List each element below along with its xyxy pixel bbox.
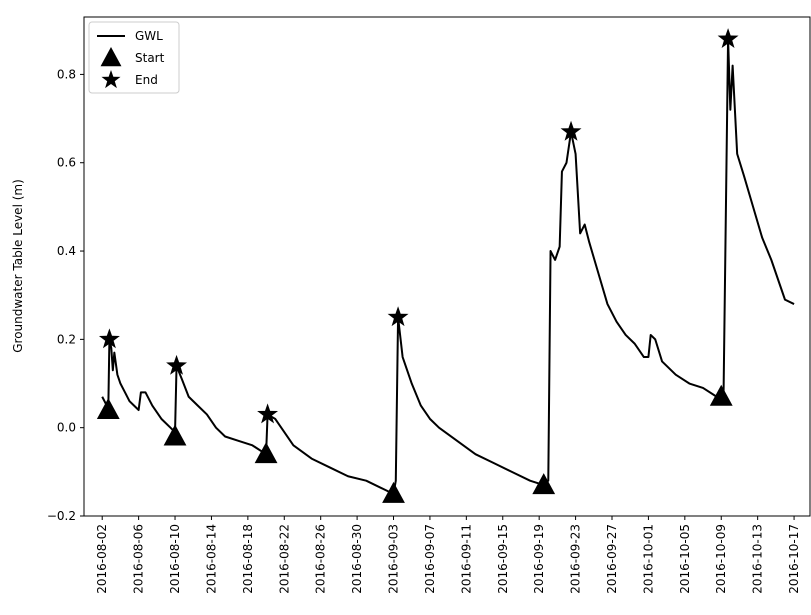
legend-label: End <box>135 73 158 87</box>
y-tick-label: 0.2 <box>57 332 76 346</box>
start-marker <box>163 424 187 446</box>
x-tick-label: 2016-10-09 <box>714 524 728 594</box>
end-marker <box>717 28 739 48</box>
legend-triangle-swatch <box>100 47 122 67</box>
x-tick-label: 2016-10-01 <box>641 524 655 594</box>
legend-box <box>88 21 180 94</box>
x-tick-label: 2016-08-18 <box>241 524 255 594</box>
end-marker <box>257 403 279 424</box>
series-line-gwl <box>101 38 795 495</box>
plot-area <box>84 17 810 516</box>
y-tick-label: −0.2 <box>47 509 76 523</box>
end-marker <box>166 354 188 375</box>
x-tick-label: 2016-08-30 <box>350 524 364 594</box>
end-marker <box>560 120 582 141</box>
x-tick-label: 2016-10-13 <box>751 524 765 594</box>
x-tick-label: 2016-08-10 <box>168 524 182 594</box>
legend: GWL Start End <box>88 21 180 94</box>
x-tick-label: 2016-08-22 <box>277 524 291 594</box>
start-marker <box>532 473 556 495</box>
x-tick-label: 2016-08-26 <box>314 524 328 594</box>
start-marker <box>709 384 733 406</box>
x-tick-label: 2016-08-02 <box>95 524 109 594</box>
y-tick-label: 0.4 <box>57 244 76 258</box>
axes-frame <box>83 16 811 517</box>
x-tick-label: 2016-09-19 <box>532 524 546 594</box>
x-tick-label: 2016-09-23 <box>569 524 583 594</box>
legend-label: GWL <box>135 29 163 43</box>
end-marker <box>98 328 120 349</box>
y-tick-label: 0.0 <box>57 421 76 435</box>
x-tick-label: 2016-09-27 <box>605 524 619 594</box>
x-tick-label: 2016-10-17 <box>787 524 801 594</box>
x-tick-label: 2016-09-03 <box>387 524 401 594</box>
legend-label: Start <box>135 51 165 65</box>
y-tick-label: 0.6 <box>57 156 76 170</box>
start-marker <box>96 398 120 420</box>
y-axis-label: Groundwater Table Level (m) <box>11 179 25 353</box>
y-tick-label: 0.8 <box>57 67 76 81</box>
x-tick-label: 2016-08-06 <box>132 524 146 594</box>
x-tick-label: 2016-09-07 <box>423 524 437 594</box>
legend-star-swatch <box>101 70 121 89</box>
start-marker <box>382 481 405 503</box>
start-marker <box>254 442 278 464</box>
x-tick-label: 2016-09-11 <box>459 524 473 594</box>
x-tick-label: 2016-09-15 <box>496 524 510 594</box>
end-marker <box>387 306 409 327</box>
x-tick-label: 2016-08-14 <box>204 524 218 594</box>
x-tick-label: 2016-10-05 <box>678 524 692 594</box>
